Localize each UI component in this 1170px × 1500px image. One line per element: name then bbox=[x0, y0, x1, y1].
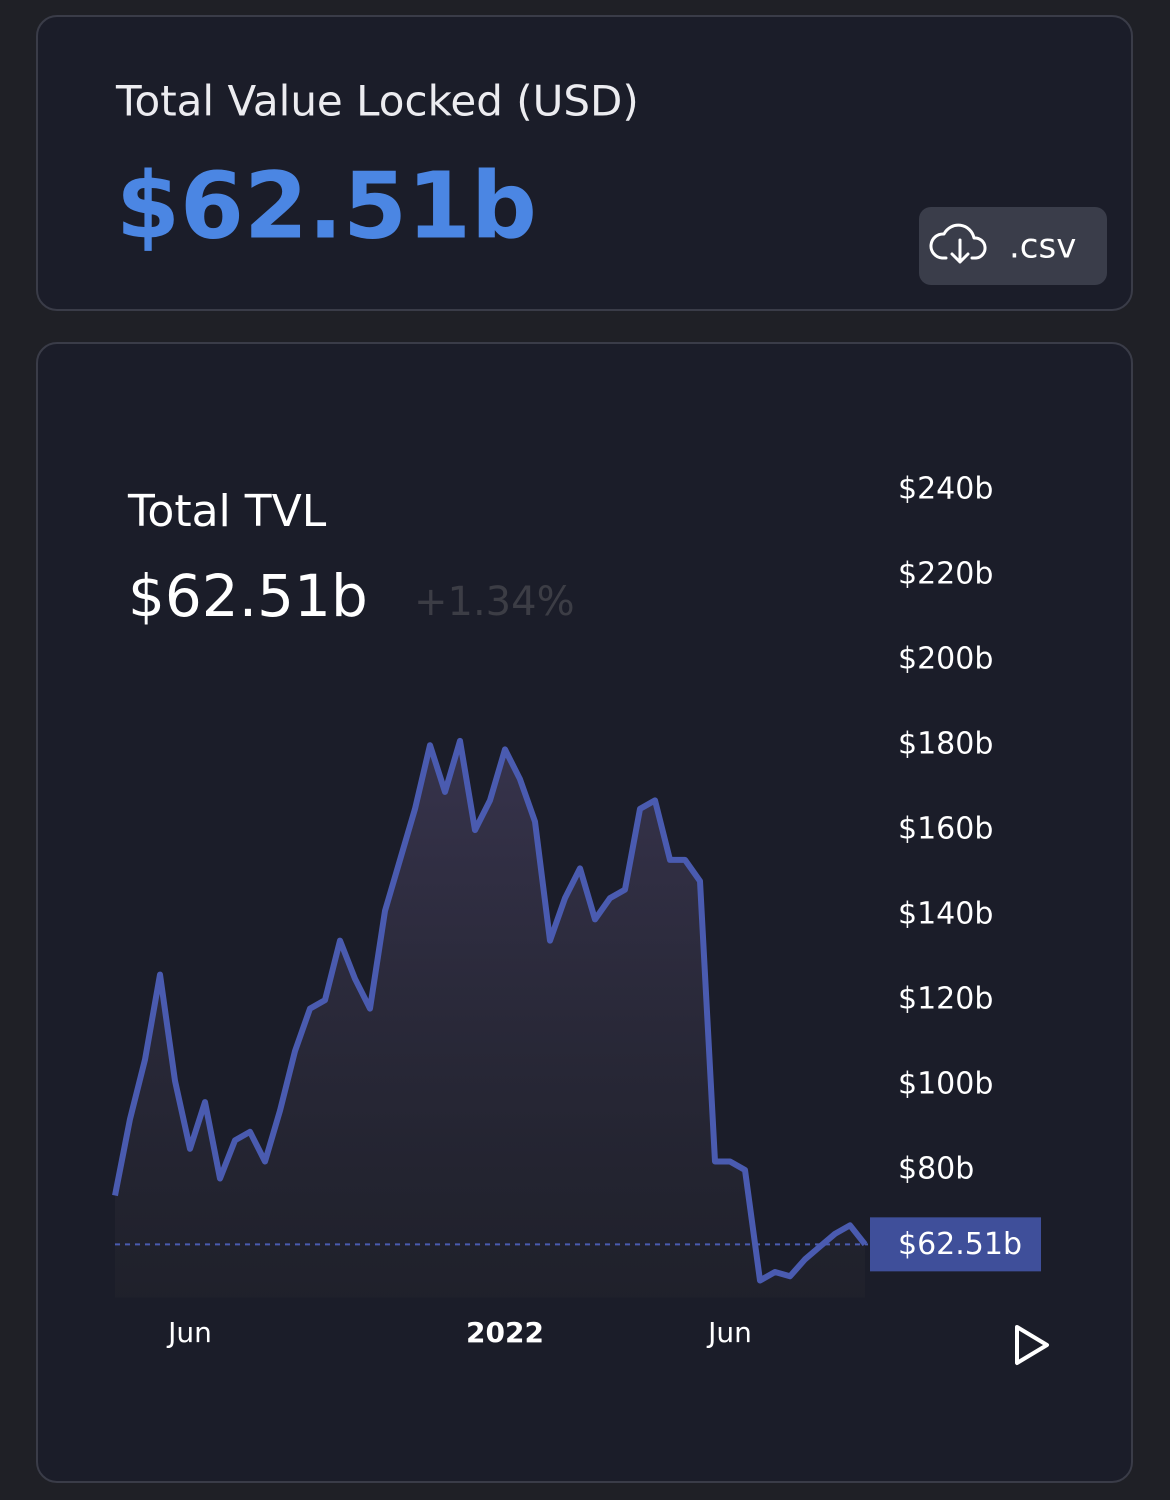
line bbox=[112, 737, 868, 1284]
y-tick-label: $120b bbox=[898, 982, 993, 1017]
y-tick-label: $180b bbox=[898, 727, 993, 762]
y-tick-label: $140b bbox=[898, 897, 993, 932]
y-tick-label: $80b bbox=[898, 1152, 974, 1187]
y-tick-label: $200b bbox=[898, 642, 993, 677]
plot: $80b $100b $120b $140b $160b $180b $200b $220b $… bbox=[112, 472, 1041, 1349]
button-label[interactable]: .csv bbox=[1009, 227, 1076, 267]
y-tick-label: $100b bbox=[898, 1067, 993, 1102]
change-label: +1.34% bbox=[414, 579, 575, 625]
csv-button[interactable]: .csv bbox=[919, 207, 1107, 285]
download-icon[interactable] bbox=[929, 223, 987, 264]
chart-subtitle: $62.51b bbox=[128, 562, 368, 630]
y-tick-label: $220b bbox=[898, 557, 993, 592]
y-tick-label: $160b bbox=[898, 812, 993, 847]
current-label: $62.51b bbox=[898, 1227, 1022, 1262]
card-title: Total Value Locked (USD) bbox=[115, 77, 639, 126]
chart-title: Total TVL bbox=[127, 486, 327, 537]
play-button[interactable] bbox=[1015, 1325, 1049, 1365]
x-tick-label: 2022 bbox=[466, 1316, 544, 1349]
y-tick-label: $240b bbox=[898, 472, 993, 507]
x-tick-label: Jun bbox=[166, 1316, 212, 1349]
current-box bbox=[870, 1217, 1041, 1272]
x-tick-label: Jun bbox=[706, 1316, 752, 1349]
tvl-value: $62.51b bbox=[116, 152, 537, 259]
summary-card bbox=[36, 15, 1133, 311]
area bbox=[115, 740, 865, 1298]
